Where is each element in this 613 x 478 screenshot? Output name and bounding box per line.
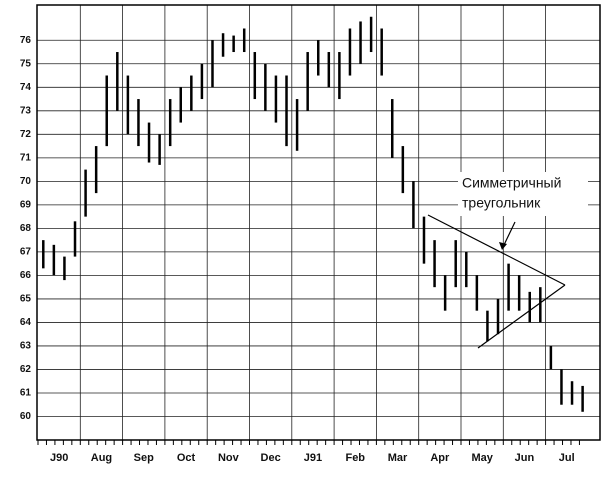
y-tick-label: 66 [20,270,32,281]
x-tick-label: J91 [304,452,322,464]
y-tick-label: 63 [20,341,32,352]
annotation: Симметричный [462,175,561,191]
annotation-arrow [502,221,516,248]
y-tick-label: 60 [20,411,32,422]
y-tick-label: 68 [20,223,32,234]
x-tick-label: Sep [134,452,154,464]
annotation-bg [458,172,588,216]
plot-frame [36,4,601,441]
y-tick-label: 76 [20,35,32,46]
y-tick-label: 65 [20,294,32,305]
y-tick-label: 61 [20,388,32,399]
x-tick-label: Mar [388,452,408,464]
triangle-upper [427,214,566,286]
annotation: треугольник [462,195,541,211]
x-tick-label: May [471,452,493,464]
triangle-lower [477,284,566,349]
y-tick-label: 75 [20,58,32,69]
y-tick-label: 74 [20,82,32,93]
x-tick-label: Jul [559,452,575,464]
arrow-head [499,242,507,250]
y-tick-label: 70 [20,176,32,187]
x-tick-label: Oct [177,452,196,464]
x-tick-label: Apr [430,452,450,464]
y-tick-label: 71 [20,152,32,163]
x-tick-label: Nov [218,452,240,464]
y-tick-label: 72 [20,129,32,140]
x-tick-label: Dec [261,452,281,464]
x-tick-label: Aug [91,452,112,464]
x-tick-label: Feb [345,452,365,464]
x-tick-label: J90 [50,452,68,464]
y-tick-label: 67 [20,247,32,258]
y-tick-label: 62 [20,364,32,375]
x-tick-label: Jun [515,452,535,464]
y-tick-label: 73 [20,105,32,116]
y-tick-label: 69 [20,200,32,211]
y-tick-label: 64 [20,317,32,328]
